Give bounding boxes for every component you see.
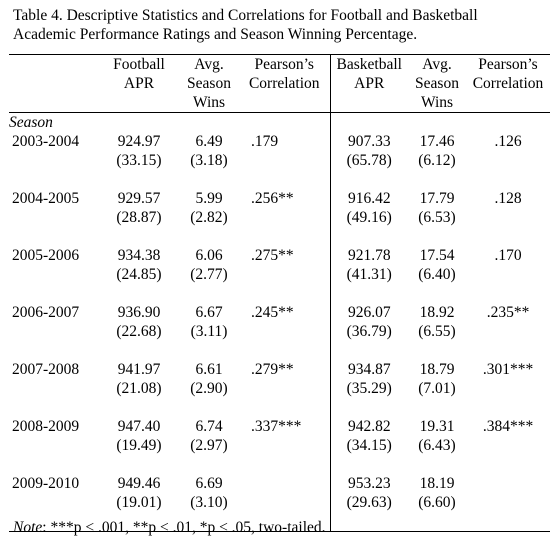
football-corr-cell: .337*** [239, 417, 331, 474]
basketball-apr-cell: 926.07 (36.79) [346, 304, 392, 340]
caption-line-2: Academic Performance Ratings and Season … [13, 26, 418, 43]
football-corr-cell: .245** [239, 303, 331, 360]
table-row: 2008-2009 947.40 (19.49) 6.74 (2.97) .337*** 9… [9, 417, 550, 474]
table-row: 2009-2010 949.46 (19.01) 6.69 (3.10) 953.23 (2… [9, 474, 550, 532]
basketball-apr-cell: 942.82 (34.15) [346, 418, 392, 454]
basketball-wins-cell: 17.79 (6.53) [418, 190, 456, 226]
season-label: Season [9, 114, 53, 131]
basketball-corr-cell: .235** [486, 304, 530, 321]
football-corr-cell: .256** [239, 189, 331, 246]
basketball-wins-cell: 17.46 (6.12) [418, 133, 456, 169]
basketball-corr-cell: .384*** [482, 418, 534, 435]
season-cell: 2006-2007 [12, 304, 80, 321]
header-basketball-apr: Basketball APR [336, 56, 402, 92]
basketball-corr-cell [466, 474, 550, 532]
season-cell: 2005-2006 [12, 247, 80, 264]
note-label: Note [13, 519, 43, 536]
season-cell: 2004-2005 [12, 190, 80, 207]
football-wins-cell: 6.49 (3.18) [190, 133, 228, 169]
note-text: : ***p < .001, **p < .01, *p < .05, two-… [42, 519, 326, 536]
football-wins-cell: 5.99 (2.82) [190, 190, 228, 226]
header-football-apr: Football APR [113, 56, 165, 92]
header-basketball-wins: Avg. Season Wins [415, 56, 459, 111]
basketball-corr-cell: .301*** [482, 361, 534, 378]
football-corr-cell [239, 474, 331, 532]
statistics-table: Football APR Avg. Season Wins Pearson’s … [9, 54, 550, 532]
football-apr-cell: 949.46 (19.01) [116, 475, 162, 511]
table-caption: Table 4. Descriptive Statistics and Corr… [13, 6, 548, 44]
basketball-wins-cell: 18.92 (6.55) [418, 304, 456, 340]
bottom-rule [9, 531, 550, 532]
football-wins-cell: 6.74 (2.97) [190, 418, 228, 454]
header-basketball-corr: Pearson’s Correlation [472, 56, 544, 92]
table-row: 2004-2005 929.57 (28.87) 5.99 (2.82) .256** 91… [9, 189, 550, 246]
season-cell: 2008-2009 [12, 418, 80, 435]
basketball-corr-cell: .128 [494, 190, 522, 207]
table-row: 2007-2008 941.97 (21.08) 6.61 (2.90) .279** 93… [9, 360, 550, 417]
caption-line-1: Table 4. Descriptive Statistics and Corr… [13, 7, 478, 24]
football-apr-cell: 936.90 (22.68) [116, 304, 162, 340]
basketball-wins-cell: 17.54 (6.40) [418, 247, 456, 283]
table-note: Note: ***p < .001, **p < .01, *p < .05, … [13, 518, 326, 537]
football-corr-cell: .279** [239, 360, 331, 417]
basketball-wins-cell: 19.31 (6.43) [418, 418, 456, 454]
table-row: 2006-2007 936.90 (22.68) 6.67 (3.11) .245** 92… [9, 303, 550, 360]
season-label-row: Season [9, 113, 550, 132]
football-wins-cell: 6.67 (3.11) [190, 304, 228, 340]
football-wins-cell: 6.61 (2.90) [190, 361, 228, 397]
basketball-apr-cell: 953.23 (29.63) [346, 475, 392, 511]
season-cell: 2003-2004 [12, 133, 80, 150]
basketball-corr-cell: .170 [494, 247, 522, 264]
basketball-apr-cell: 934.87 (35.29) [346, 361, 392, 397]
basketball-apr-cell: 907.33 (65.78) [346, 133, 392, 169]
top-rule [9, 54, 550, 55]
football-wins-cell: 6.69 (3.10) [190, 475, 228, 511]
football-corr-cell: .179 [239, 132, 331, 189]
header-row: Football APR Avg. Season Wins Pearson’s … [9, 55, 550, 113]
season-cell: 2007-2008 [12, 361, 80, 378]
basketball-wins-cell: 18.19 (6.60) [418, 475, 456, 511]
table-row: 2003-2004 924.97 (33.15) 6.49 (3.18) .179 907.… [9, 132, 550, 189]
football-apr-cell: 929.57 (28.87) [116, 190, 162, 226]
basketball-corr-cell: .126 [494, 133, 522, 150]
basketball-apr-cell: 921.78 (41.31) [346, 247, 392, 283]
basketball-wins-cell: 18.79 (7.01) [418, 361, 456, 397]
header-rule [9, 112, 550, 113]
header-empty [9, 55, 99, 113]
header-football-wins: Avg. Season Wins [187, 56, 231, 111]
table-row: 2005-2006 934.38 (24.85) 6.06 (2.77) .275** 92… [9, 246, 550, 303]
header-football-corr: Pearson’s Correlation [239, 55, 331, 113]
season-cell: 2009-2010 [12, 475, 80, 492]
football-apr-cell: 934.38 (24.85) [116, 247, 162, 283]
football-apr-cell: 941.97 (21.08) [116, 361, 162, 397]
football-apr-cell: 947.40 (19.49) [116, 418, 162, 454]
football-apr-cell: 924.97 (33.15) [116, 133, 162, 169]
basketball-apr-cell: 916.42 (49.16) [346, 190, 392, 226]
football-corr-cell: .275** [239, 246, 331, 303]
football-wins-cell: 6.06 (2.77) [190, 247, 228, 283]
